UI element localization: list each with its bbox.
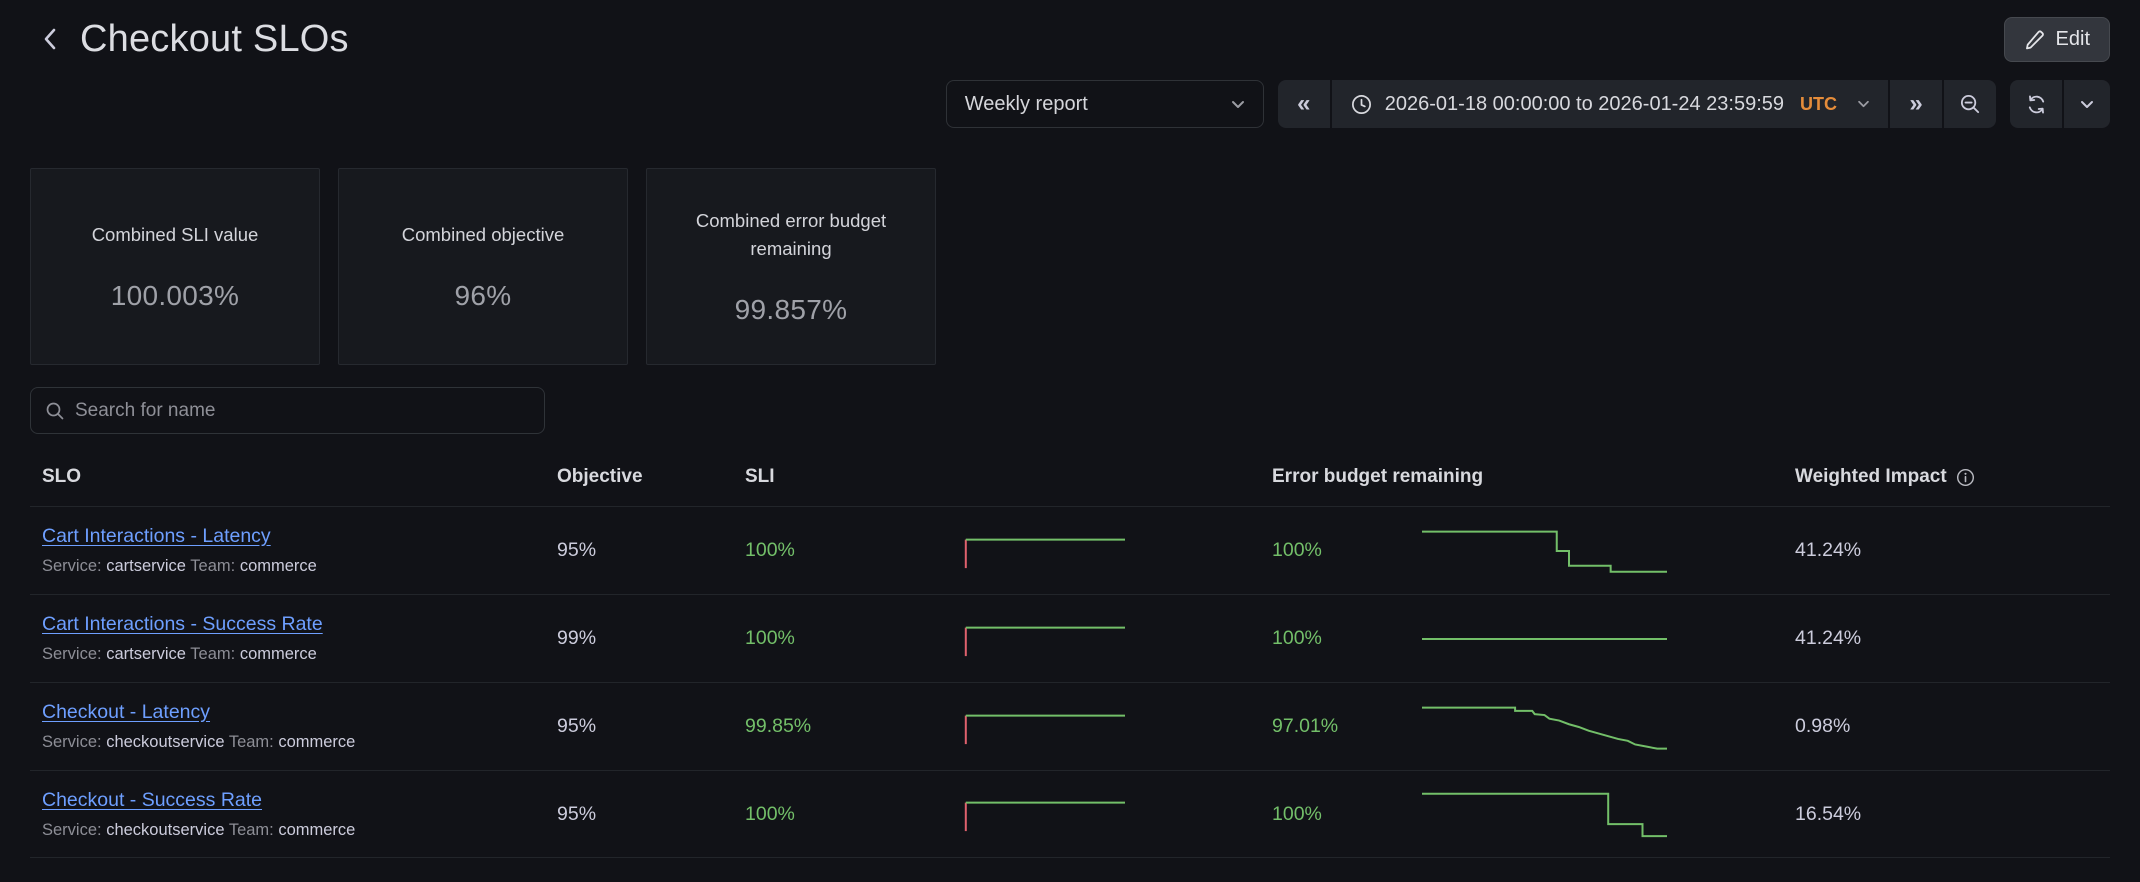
back-button[interactable] [30, 19, 70, 59]
search-box [30, 387, 545, 434]
time-picker-group: « 2026-01-18 00:00:00 to 2026-01-24 23:5… [1277, 80, 1996, 128]
sli-value: 99.85% [745, 715, 812, 737]
timezone-label: UTC [1800, 93, 1837, 114]
service-name: cartservice [106, 645, 186, 663]
stat-panels: Combined SLI value 100.003% Combined obj… [30, 168, 2110, 365]
sli-sparkline [965, 708, 1272, 746]
sli-value: 100% [745, 539, 795, 561]
error-budget-value: 100% [1272, 802, 1322, 825]
time-range-text: 2026-01-18 00:00:00 to 2026-01-24 23:59:… [1384, 92, 1784, 115]
table-row: Checkout - Latency Service: checkoutserv… [30, 682, 2110, 770]
top-bar: Checkout SLOs Edit [30, 0, 2110, 62]
stat-label: Combined SLI value [91, 223, 259, 245]
stat-label: Combined error budget remaining [695, 209, 887, 259]
chevron-left-icon [39, 24, 61, 54]
slo-link[interactable]: Checkout - Latency [42, 701, 211, 723]
error-budget-sparkline [1422, 791, 1795, 837]
chevron-down-icon [1857, 100, 1870, 108]
service-name: checkoutservice [106, 820, 225, 839]
chevron-down-icon [2080, 100, 2094, 109]
team-name: commerce [278, 733, 356, 751]
table-row: Cart Interactions - Latency Service: car… [30, 506, 2110, 594]
error-budget-value: 100% [1272, 539, 1322, 561]
refresh-button[interactable] [2010, 80, 2062, 128]
slo-link[interactable]: Cart Interactions - Success Rate [42, 613, 323, 635]
sli-sparkline [965, 620, 1272, 658]
column-header-objective: Objective [557, 466, 643, 487]
refresh-icon [2025, 93, 2048, 116]
refresh-interval-dropdown[interactable] [2064, 80, 2110, 128]
time-shift-back-button[interactable]: « [1277, 80, 1330, 128]
slo-link[interactable]: Checkout - Success Rate [42, 788, 263, 811]
double-chevron-right-icon: » [1909, 90, 1923, 117]
double-chevron-left-icon: « [1297, 90, 1311, 117]
column-header-slo: SLO [42, 466, 82, 487]
magnifier-minus-icon [1959, 93, 1982, 116]
slo-table-body: Cart Interactions - Latency Service: car… [30, 506, 2110, 858]
weighted-impact-value: 16.54% [1795, 802, 1862, 825]
weighted-impact-value: 41.24% [1795, 627, 1862, 649]
error-budget-sparkline [1422, 528, 1795, 574]
column-header-weighted-impact: Weighted Impact [1795, 466, 1947, 487]
error-budget-value: 97.01% [1272, 715, 1339, 737]
toolbar: Weekly report « 2026-01-18 00:00:00 to 2… [30, 80, 2110, 128]
weighted-impact-value: 41.24% [1795, 539, 1862, 561]
service-name: cartservice [106, 557, 186, 575]
report-select[interactable]: Weekly report [945, 80, 1264, 128]
error-budget-sparkline [1422, 704, 1795, 750]
slo-meta: Service: cartservice Team: commerce [42, 645, 317, 663]
stat-value: 96% [454, 280, 512, 312]
slo-table: SLO Objective SLI Error budget remaining… [30, 450, 2110, 858]
zoom-out-button[interactable] [1944, 80, 1996, 128]
stat-panel-combined-sli: Combined SLI value 100.003% [30, 168, 320, 365]
table-header-row: SLO Objective SLI Error budget remaining… [30, 450, 2110, 506]
column-header-sli: SLI [745, 466, 775, 487]
table-row: Cart Interactions - Success Rate Service… [30, 594, 2110, 682]
error-budget-value: 100% [1272, 627, 1322, 649]
stat-panel-combined-error-budget: Combined error budget remaining 99.857% [646, 168, 936, 365]
edit-button-label: Edit [2055, 27, 2090, 50]
team-name: commerce [278, 820, 356, 839]
stat-value: 100.003% [110, 280, 240, 312]
sli-value: 100% [745, 802, 795, 825]
sli-sparkline [965, 795, 1272, 833]
slo-meta: Service: cartservice Team: commerce [42, 557, 317, 575]
error-budget-sparkline [1422, 616, 1795, 662]
pencil-icon [2024, 29, 2045, 50]
search-icon [45, 401, 65, 421]
objective-value: 95% [557, 802, 597, 825]
clock-icon [1350, 93, 1373, 116]
info-icon[interactable] [1956, 468, 1975, 487]
time-shift-forward-button[interactable]: » [1890, 80, 1942, 128]
search-input[interactable] [75, 399, 530, 422]
refresh-group [2010, 80, 2110, 128]
service-name: checkoutservice [106, 733, 225, 751]
objective-value: 95% [557, 715, 597, 737]
time-range-button[interactable]: 2026-01-18 00:00:00 to 2026-01-24 23:59:… [1331, 80, 1888, 128]
objective-value: 99% [557, 627, 597, 649]
chevron-down-icon [1231, 100, 1245, 109]
table-row: Checkout - Success Rate Service: checkou… [30, 770, 2110, 858]
team-name: commerce [239, 557, 317, 575]
sli-sparkline [965, 532, 1272, 570]
edit-button[interactable]: Edit [2003, 16, 2110, 62]
stat-panel-combined-objective: Combined objective 96% [338, 168, 628, 365]
stat-label: Combined objective [401, 223, 565, 245]
weighted-impact-value: 0.98% [1795, 715, 1851, 737]
objective-value: 95% [557, 539, 597, 561]
sli-value: 100% [745, 627, 795, 649]
column-header-error-budget: Error budget remaining [1272, 466, 1484, 487]
slo-meta: Service: checkoutservice Team: commerce [42, 733, 356, 751]
stat-value: 99.857% [734, 294, 848, 326]
slo-link[interactable]: Cart Interactions - Latency [42, 525, 271, 547]
report-select-value: Weekly report [964, 92, 1088, 115]
team-name: commerce [239, 645, 317, 663]
page-title: Checkout SLOs [80, 17, 349, 60]
slo-meta: Service: checkoutservice Team: commerce [42, 820, 356, 839]
